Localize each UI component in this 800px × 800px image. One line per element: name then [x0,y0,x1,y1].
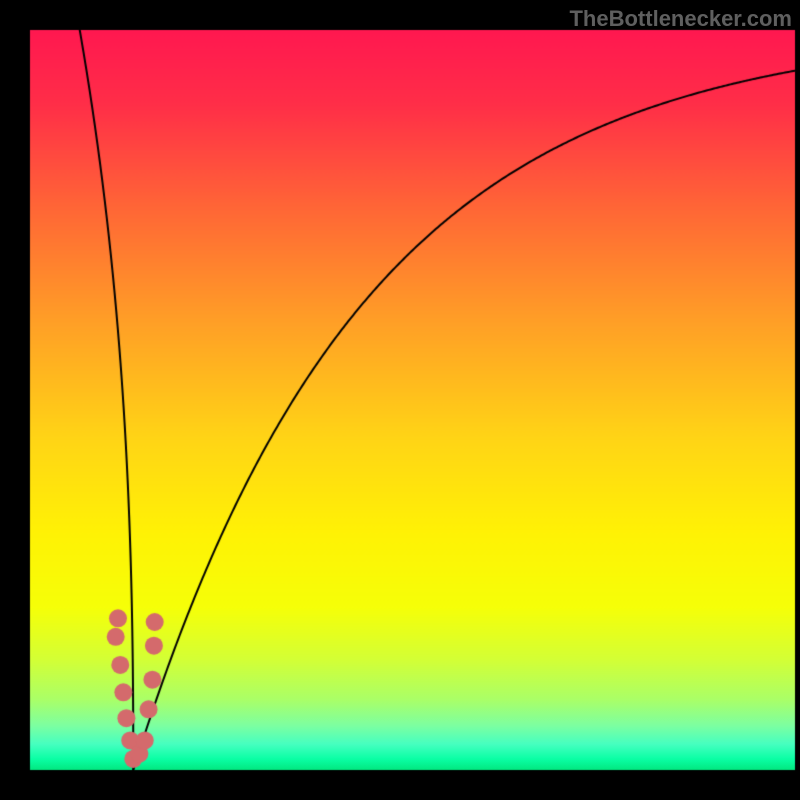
chart-container: TheBottlenecker.com [0,0,800,800]
watermark-text: TheBottlenecker.com [569,6,792,32]
bottleneck-curve-layer [0,0,800,800]
